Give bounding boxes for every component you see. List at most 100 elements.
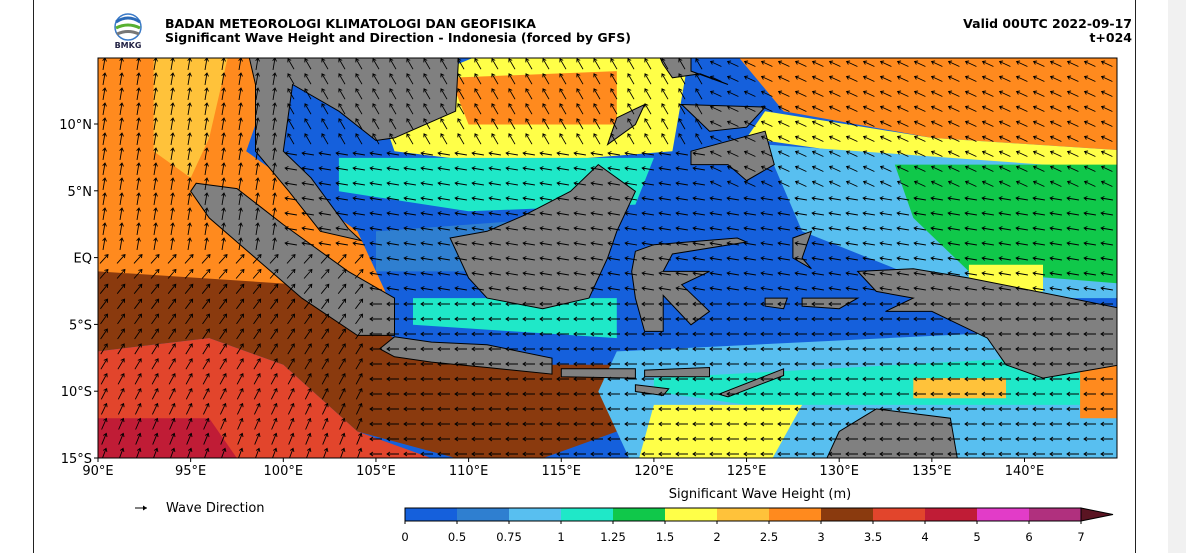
arrow bbox=[607, 406, 620, 412]
arrow bbox=[998, 436, 1011, 442]
arrow bbox=[204, 207, 209, 220]
arrow bbox=[187, 72, 192, 85]
arrow bbox=[471, 361, 484, 367]
arrow bbox=[437, 346, 450, 352]
arrow bbox=[845, 271, 858, 276]
arrow bbox=[1015, 376, 1028, 382]
arrow bbox=[355, 343, 363, 355]
arrow bbox=[221, 192, 226, 205]
arrow bbox=[947, 75, 960, 82]
arrow bbox=[1015, 436, 1028, 442]
arrow bbox=[1049, 376, 1062, 382]
arrow bbox=[491, 58, 499, 70]
land bbox=[449, 163, 637, 310]
arrow bbox=[981, 286, 994, 291]
arrow bbox=[879, 346, 892, 352]
arrow bbox=[471, 226, 484, 231]
arrow bbox=[423, 133, 431, 145]
arrow bbox=[255, 117, 260, 130]
arrow bbox=[641, 421, 654, 427]
arrow bbox=[675, 181, 688, 186]
arrow bbox=[1049, 135, 1062, 142]
arrow bbox=[403, 301, 416, 307]
arrow bbox=[338, 387, 346, 400]
arrow bbox=[794, 331, 807, 337]
arrow bbox=[102, 132, 107, 145]
arrow bbox=[539, 181, 552, 186]
arrow bbox=[845, 211, 858, 216]
arrow bbox=[406, 103, 414, 115]
colorbar-title: Significant Wave Height (m) bbox=[669, 487, 851, 502]
scroll-strip bbox=[1168, 0, 1186, 553]
arrow bbox=[1083, 196, 1096, 201]
arrow bbox=[607, 346, 620, 352]
arrow bbox=[811, 60, 824, 67]
arrow bbox=[153, 207, 158, 220]
valid-time: Valid 00UTC 2022-09-17 bbox=[963, 16, 1132, 31]
arrow bbox=[221, 207, 226, 220]
arrow bbox=[964, 105, 977, 112]
arrow bbox=[369, 301, 382, 307]
arrow bbox=[539, 166, 552, 171]
arrow bbox=[369, 406, 382, 412]
arrow bbox=[102, 117, 107, 130]
arrow bbox=[1066, 256, 1079, 261]
arrow bbox=[947, 211, 960, 216]
land bbox=[560, 368, 636, 379]
arrow bbox=[102, 177, 107, 190]
arrow bbox=[505, 376, 518, 382]
colorbar-bin bbox=[717, 508, 769, 521]
arrow bbox=[709, 75, 722, 82]
arrow bbox=[913, 361, 926, 367]
arrow bbox=[947, 376, 960, 382]
arrow bbox=[219, 402, 227, 415]
arrow bbox=[896, 241, 909, 246]
arrow bbox=[709, 361, 722, 367]
arrow bbox=[1049, 211, 1062, 216]
arrow bbox=[998, 150, 1011, 157]
arrow bbox=[692, 271, 705, 276]
arrow bbox=[573, 346, 586, 352]
arrow bbox=[505, 166, 518, 171]
arrow bbox=[185, 328, 193, 340]
arrow bbox=[593, 73, 601, 85]
arrow bbox=[457, 133, 465, 145]
arrow bbox=[794, 75, 807, 82]
arrow bbox=[1032, 75, 1045, 82]
arrow bbox=[692, 241, 705, 246]
arrow bbox=[386, 346, 399, 352]
arrow bbox=[760, 226, 773, 231]
arrow bbox=[187, 162, 192, 175]
arrow bbox=[743, 421, 756, 427]
arrow bbox=[488, 406, 501, 412]
arrow bbox=[828, 150, 841, 157]
arrow bbox=[913, 196, 926, 201]
arrow bbox=[150, 254, 160, 264]
arrow bbox=[187, 192, 192, 205]
arrow bbox=[573, 361, 586, 367]
arrow bbox=[505, 301, 518, 307]
arrow bbox=[590, 406, 603, 412]
colorbar-bin bbox=[665, 508, 717, 521]
arrow bbox=[726, 165, 739, 172]
arrow bbox=[947, 361, 960, 367]
arrow bbox=[272, 177, 277, 190]
arrow bbox=[522, 241, 535, 246]
arrow bbox=[930, 421, 943, 427]
arrow bbox=[202, 298, 211, 310]
arrow bbox=[1049, 120, 1062, 127]
arrow bbox=[913, 451, 926, 457]
wave-region bbox=[746, 111, 1117, 177]
arrow bbox=[1100, 451, 1113, 457]
arrow bbox=[1100, 331, 1113, 337]
arrow bbox=[335, 151, 348, 156]
arrow bbox=[556, 211, 569, 216]
arrow bbox=[338, 328, 346, 340]
arrow bbox=[607, 286, 620, 291]
arrow bbox=[743, 286, 756, 291]
arrow bbox=[1083, 391, 1096, 397]
arrow bbox=[423, 88, 431, 100]
arrow bbox=[488, 301, 501, 307]
arrow bbox=[828, 451, 841, 457]
arrow bbox=[102, 207, 107, 220]
